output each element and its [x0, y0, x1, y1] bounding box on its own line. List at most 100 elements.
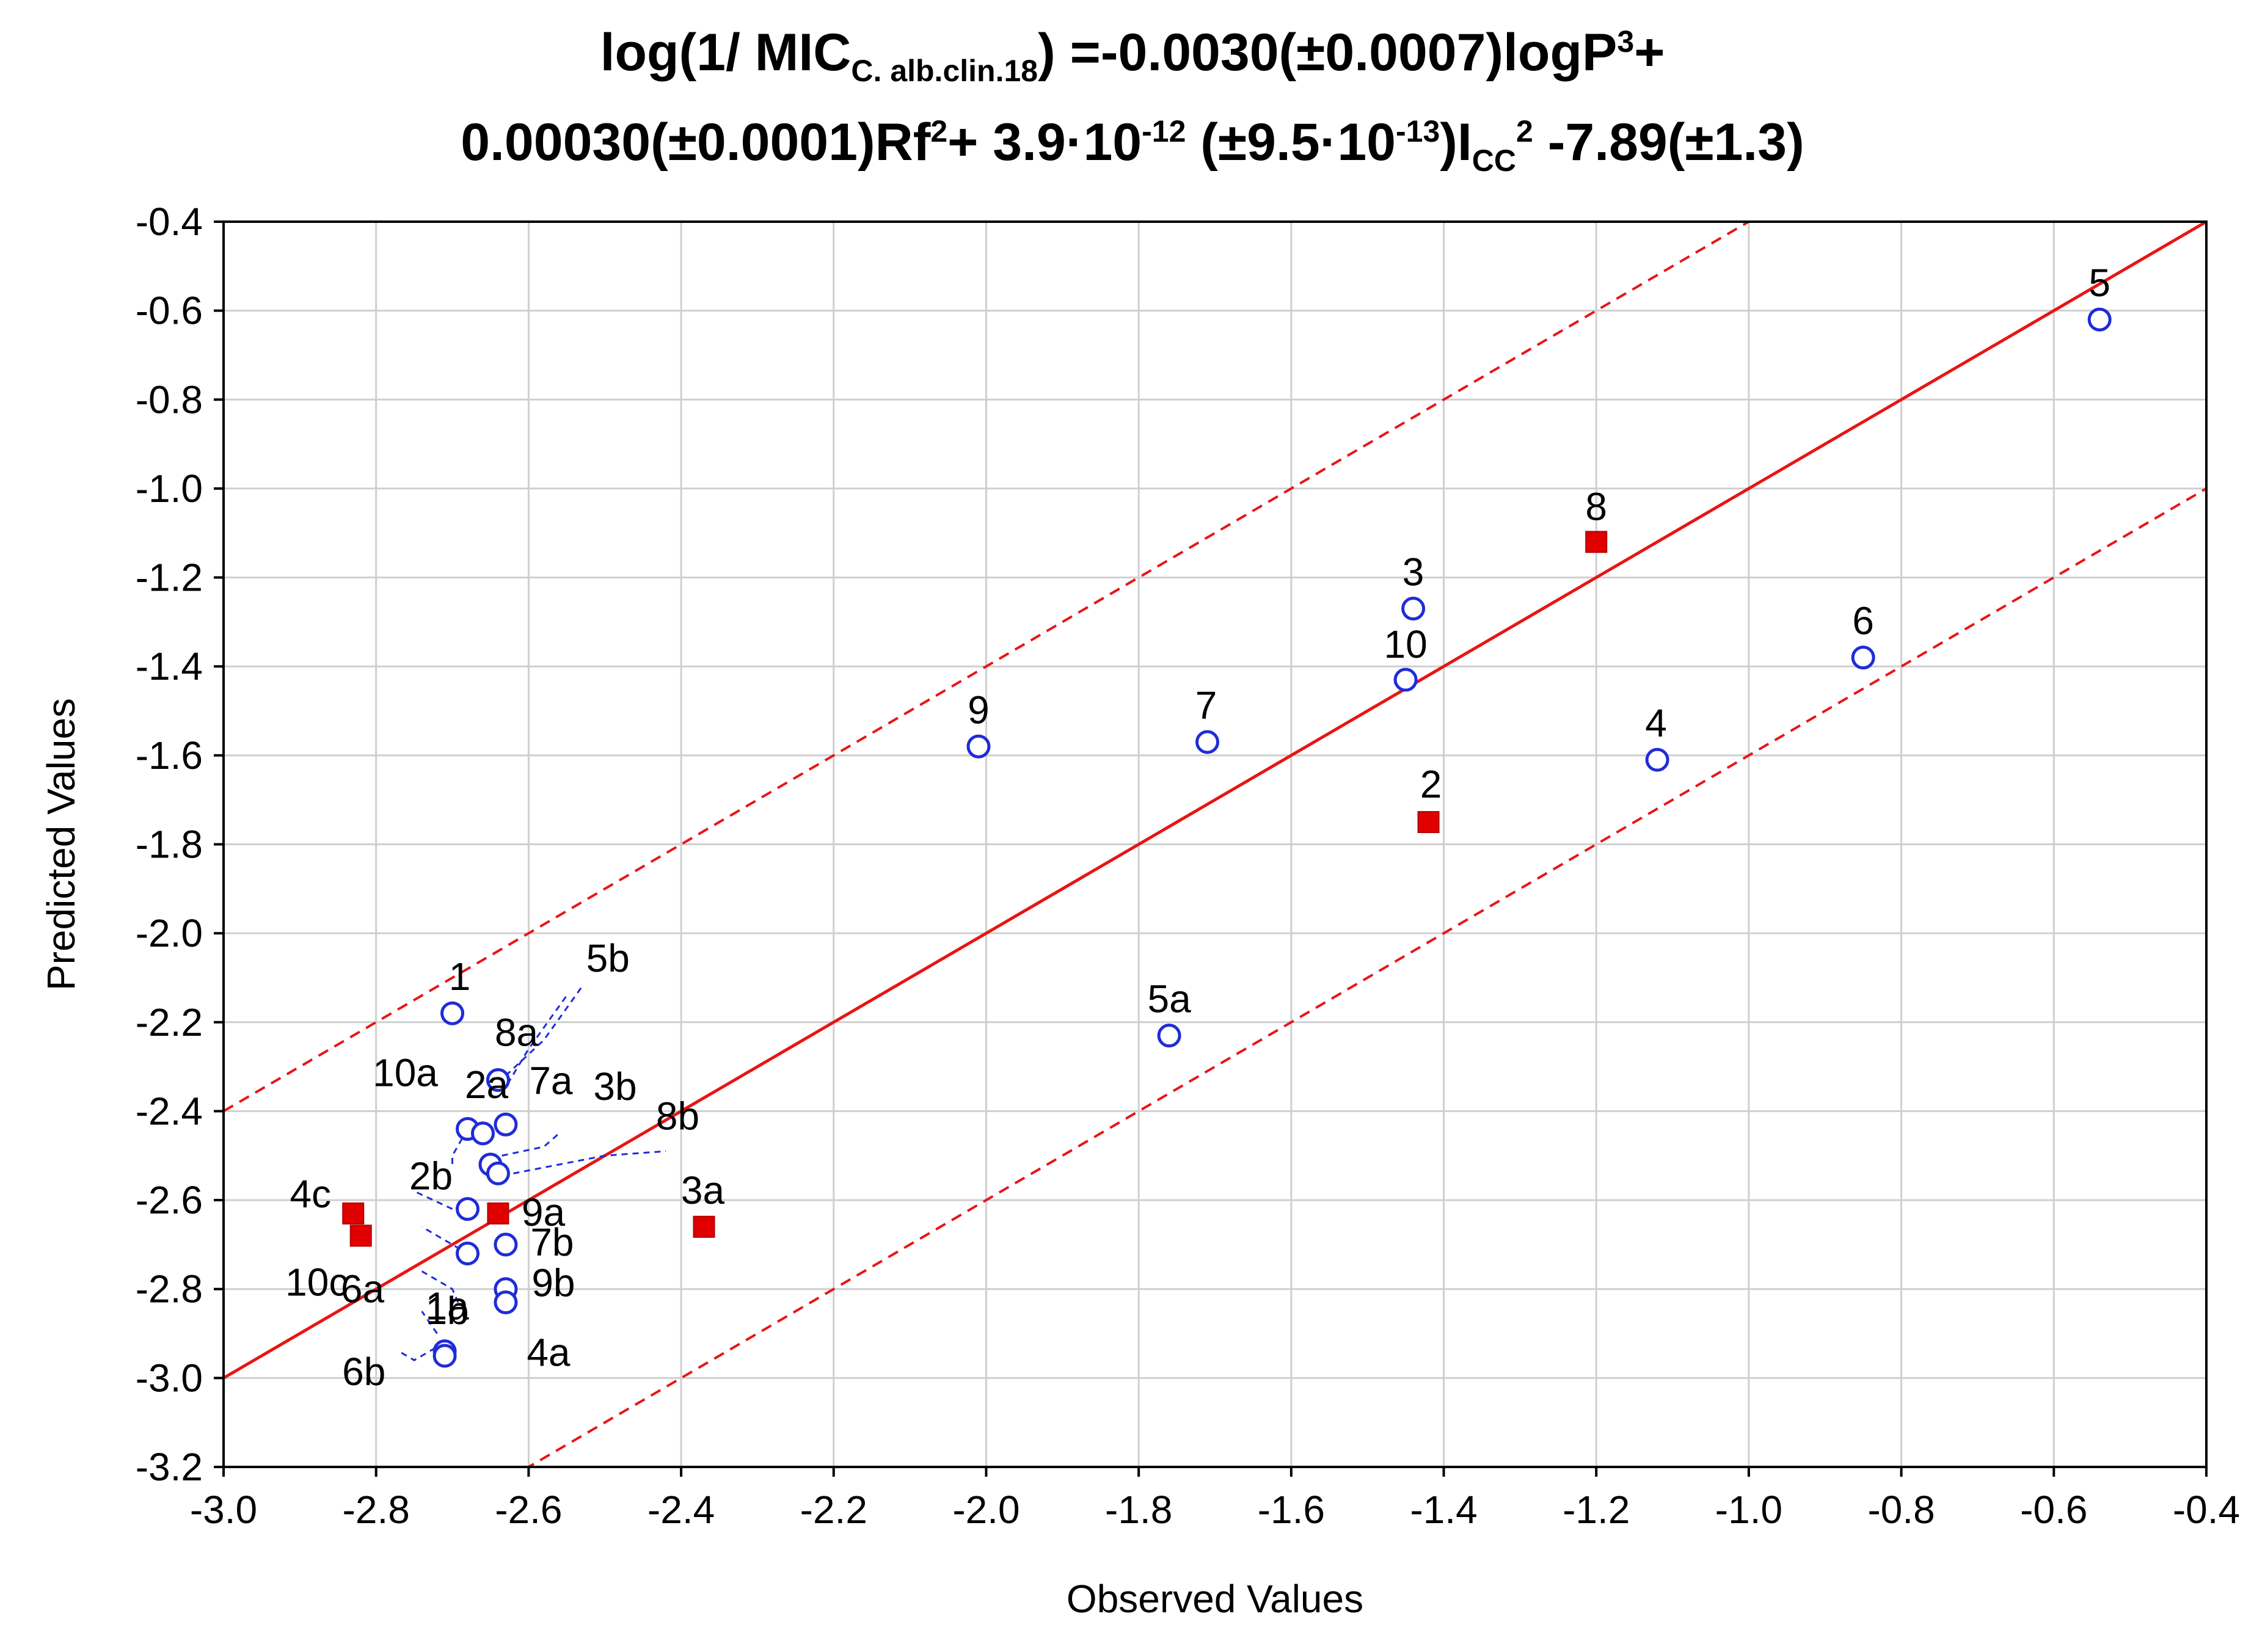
point-label: 3a	[681, 1168, 725, 1212]
point-label: 4	[1645, 701, 1667, 745]
point-label: 9a	[522, 1190, 566, 1234]
training-point	[1645, 748, 1669, 772]
x-tick-label: -2.2	[800, 1488, 867, 1532]
x-tick-label: -1.2	[1563, 1488, 1630, 1532]
title-segment: 3	[1617, 24, 1634, 59]
training-point	[470, 1121, 495, 1146]
point-label: 3	[1402, 550, 1424, 594]
y-tick-label: -2.4	[136, 1089, 203, 1133]
training-point	[966, 734, 991, 759]
point-label: 4a	[527, 1331, 571, 1375]
point-label: 8a	[495, 1010, 539, 1054]
training-point	[494, 1232, 518, 1257]
point-label: 10a	[373, 1051, 438, 1095]
y-tick-label: -1.6	[136, 733, 203, 777]
y-tick-label: -3.0	[136, 1356, 203, 1400]
x-axis-ticks: -3.0 -2.8 -2.6 -2.4 -2.2 -2.0 -1.8 -1.6 -1.4 -1.2…	[190, 1467, 2240, 1532]
label-leader	[421, 1311, 438, 1334]
y-tick-label: -1.2	[136, 556, 203, 600]
training-point	[432, 1344, 457, 1368]
label-leader	[421, 1226, 461, 1250]
point-label: 2b	[409, 1154, 453, 1198]
x-tick-label: -3.0	[190, 1488, 257, 1532]
training-point	[440, 1001, 465, 1025]
y-tick-label: -1.8	[136, 823, 203, 867]
training-point	[1401, 597, 1426, 621]
title-segment: ) =-0.0030(±0.0007)logP	[1038, 23, 1617, 82]
x-tick-label: -2.4	[647, 1488, 715, 1532]
title-segment: 0.00030(±0.0001)Rf	[461, 113, 930, 172]
x-tick-label: -2.8	[343, 1488, 410, 1532]
title-segment: 2	[930, 114, 947, 148]
confidence-upper-line	[224, 222, 1751, 1113]
y-tick-label: -2.8	[136, 1267, 203, 1311]
title-segment: + 3.9·10	[947, 113, 1142, 172]
title-line-2: 0.00030(±0.0001)Rf2+ 3.9·10-12 (±9.5·10-…	[461, 113, 1804, 178]
training-point	[1851, 646, 1875, 670]
training-point	[486, 1161, 510, 1185]
point-label: 1b	[425, 1289, 469, 1333]
x-axis-label: Observed Values	[1067, 1577, 1363, 1621]
point-label: 6b	[342, 1350, 385, 1394]
title-segment: C. alb.clin.18	[851, 54, 1038, 88]
x-tick-label: -2.0	[952, 1488, 1019, 1532]
y-tick-label: -0.8	[136, 377, 203, 421]
y-tick-label: -2.0	[136, 911, 203, 955]
confidence-lower-line	[526, 487, 2206, 1467]
y-tick-label: -0.4	[136, 200, 203, 244]
test-point	[342, 1202, 365, 1224]
y-tick-label: -2.6	[136, 1178, 203, 1222]
training-point	[1393, 668, 1418, 692]
point-label: 10	[1384, 622, 1428, 666]
training-point	[2087, 307, 2112, 332]
point-label: 9b	[531, 1261, 575, 1305]
title-segment: 2	[1516, 114, 1533, 148]
point-label: 5	[2088, 261, 2110, 305]
x-tick-label: -1.8	[1105, 1488, 1172, 1532]
y-axis-label: Predicted Values	[39, 698, 83, 991]
training-point	[456, 1197, 480, 1221]
point-label: 1	[449, 955, 471, 999]
label-leader	[502, 1132, 560, 1157]
point-label: 5b	[586, 936, 630, 980]
training-point	[1195, 730, 1220, 754]
point-label: 8	[1585, 484, 1607, 528]
x-tick-label: -2.6	[495, 1488, 562, 1532]
point-label: 7a	[529, 1058, 573, 1102]
x-tick-label: -0.8	[1867, 1488, 1935, 1532]
title-segment: log(1/ MIC	[600, 23, 852, 82]
point-label: 10c	[285, 1260, 348, 1304]
training-point	[494, 1290, 518, 1315]
label-leader	[451, 1128, 469, 1165]
label-leader	[513, 1150, 666, 1174]
y-tick-label: -1.0	[136, 467, 203, 511]
point-label: 6a	[341, 1267, 385, 1311]
test-point	[349, 1224, 372, 1247]
point-label: 8b	[656, 1094, 699, 1138]
x-tick-label: -0.6	[2020, 1488, 2087, 1532]
point-label: 3b	[593, 1064, 636, 1108]
title-line-1: log(1/ MICC. alb.clin.18) =-0.0030(±0.00…	[600, 23, 1665, 88]
label-leader	[414, 1190, 453, 1210]
y-tick-label: -2.2	[136, 1000, 203, 1044]
y-axis-ticks: -0.4 -0.6 -0.8 -1.0 -1.2 -1.4 -1.6 -1.8 -2.0 -2.2…	[136, 200, 224, 1489]
point-label: 2	[1420, 762, 1442, 806]
training-point	[456, 1241, 480, 1265]
data-points	[342, 307, 2112, 1368]
training-point	[486, 1068, 510, 1092]
title-segment: (±9.5·10	[1186, 113, 1396, 172]
label-leader	[421, 1270, 461, 1308]
point-label: 4c	[290, 1172, 331, 1216]
x-tick-label: -1.6	[1258, 1488, 1325, 1532]
x-tick-label: -1.0	[1715, 1488, 1782, 1532]
test-point	[1417, 811, 1440, 834]
test-point	[693, 1215, 715, 1238]
point-label: 5a	[1147, 977, 1191, 1021]
grid	[222, 220, 2208, 1468]
point-label: 6	[1852, 599, 1874, 643]
y-tick-label: -1.4	[136, 644, 203, 688]
test-point	[487, 1202, 509, 1224]
y-tick-label: -3.2	[136, 1445, 203, 1489]
